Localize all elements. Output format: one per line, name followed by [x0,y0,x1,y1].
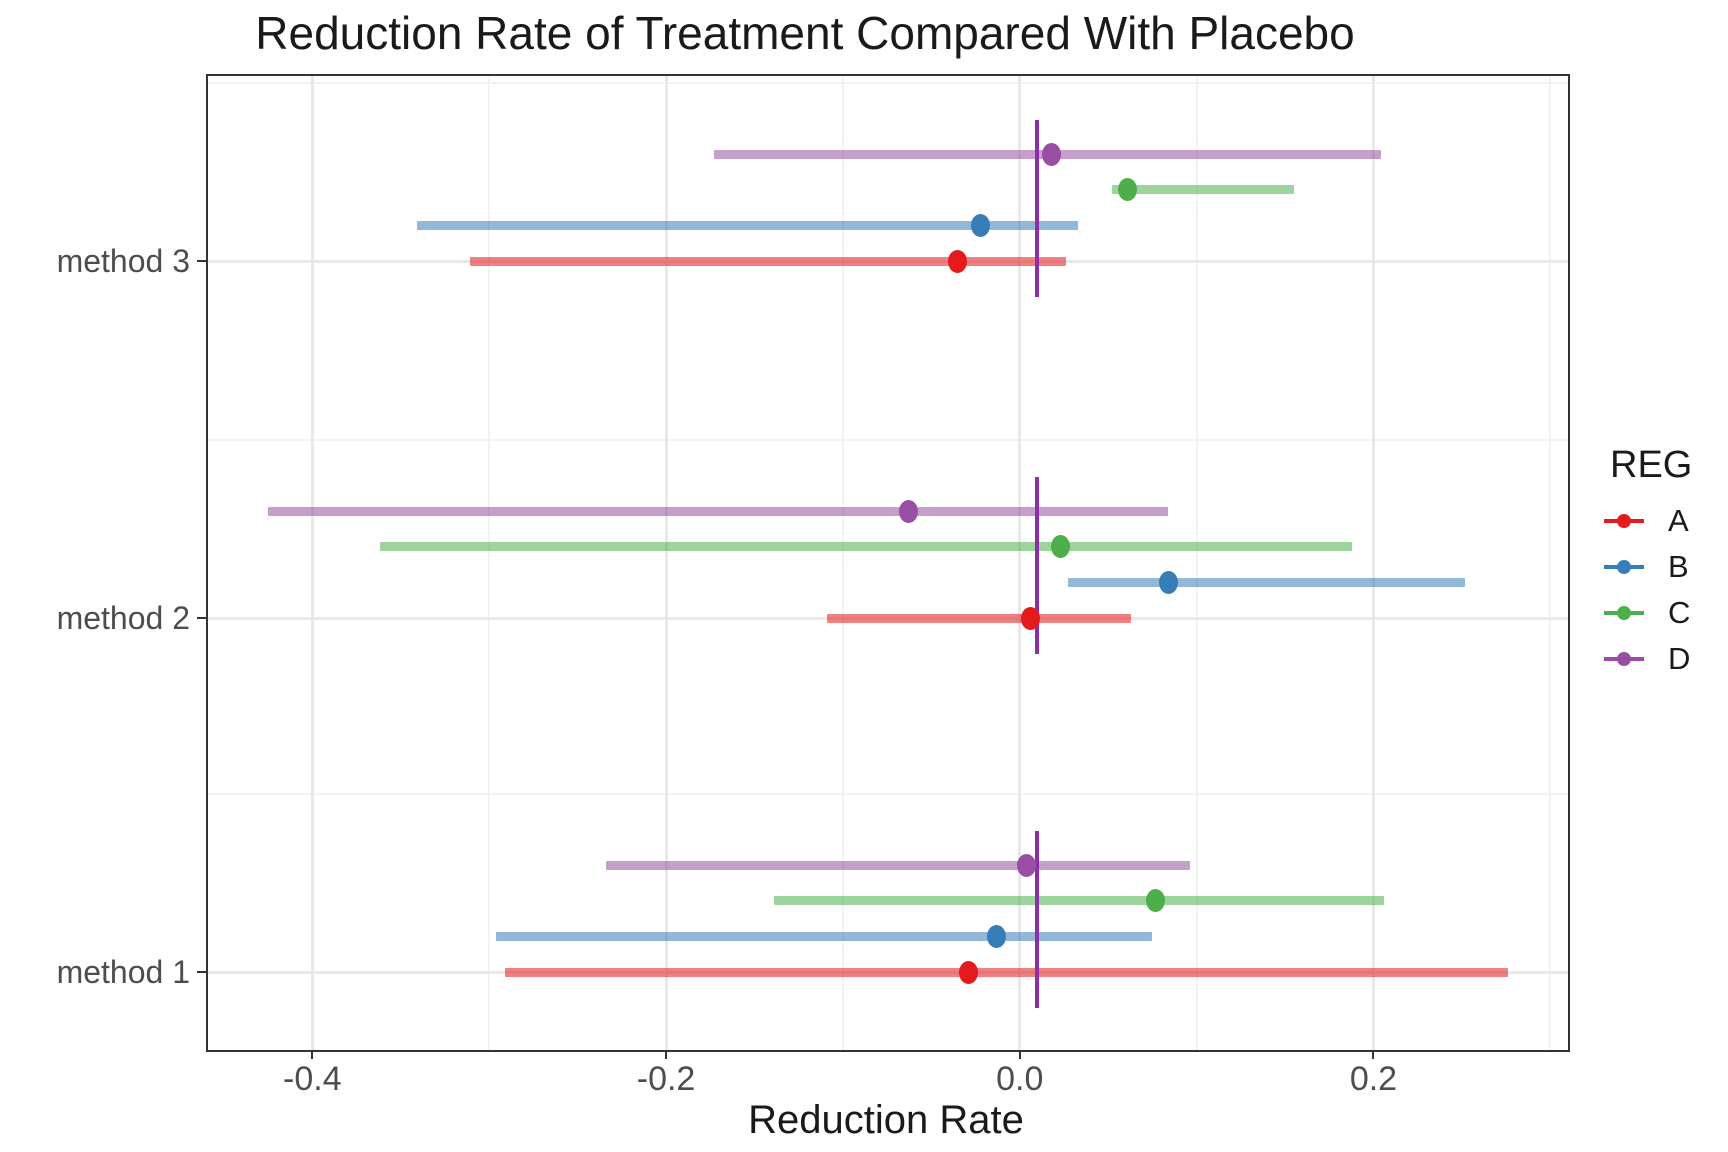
y-tick-label: method 1 [56,954,190,990]
x-tick-mark [311,1050,314,1059]
point-estimate-B-method-1 [987,925,1007,948]
reference-line-method-2 [1035,477,1040,654]
legend-item-label: B [1668,549,1689,584]
x-tick-mark [1018,1050,1021,1059]
legend-item-B: B [1604,547,1689,587]
ci-bar-A-method-3 [469,256,1066,266]
x-tick-label: -0.4 [283,1060,342,1098]
ci-bar-A-method-2 [826,613,1132,623]
x-axis-title: Reduction Rate [748,1098,1024,1142]
point-estimate-D-method-2 [898,499,918,523]
point-estimate-A-method-2 [1020,606,1040,630]
point-estimate-D-method-1 [1017,853,1037,877]
legend-key-dot-icon [1617,514,1631,528]
point-estimate-A-method-1 [958,960,978,984]
ci-bar-D-method-2 [268,506,1169,516]
legend-item-label: C [1668,595,1691,630]
x-tick-label: 0.0 [996,1060,1044,1098]
legend-key [1604,501,1644,541]
x-tick-label: -0.2 [636,1060,696,1098]
y-tick-mark [197,617,206,619]
legend-title: REG [1610,444,1693,486]
gridline-major-vertical [1371,76,1375,1050]
gridline-major-vertical [664,76,668,1050]
x-tick-label: 0.2 [1349,1060,1398,1098]
point-estimate-C-method-1 [1146,889,1166,912]
point-estimate-C-method-2 [1050,535,1070,558]
ci-bar-A-method-1 [505,967,1508,977]
gridline-minor-horizontal [208,81,1568,84]
legend-key-dot-icon [1617,606,1631,620]
y-tick-mark [197,971,206,973]
reference-line-method-3 [1035,120,1040,297]
legend-item-label: A [1668,503,1689,538]
legend-item-A: A [1604,501,1689,541]
point-estimate-C-method-3 [1118,178,1138,201]
ci-bar-C-method-1 [773,896,1385,905]
point-estimate-B-method-2 [1158,571,1178,594]
chart-title: Reduction Rate of Treatment Compared Wit… [255,7,1355,59]
legend-key-dot-icon [1617,560,1631,574]
x-tick-mark [1372,1050,1375,1059]
gridline-major-vertical [310,76,314,1050]
legend-item-C: C [1604,593,1690,633]
point-estimate-A-method-3 [948,249,968,273]
gridline-major-vertical [1018,76,1022,1050]
ci-bar-B-method-1 [496,932,1153,941]
plot-panel [206,74,1570,1052]
gridline-minor-vertical [488,76,491,1050]
gridline-minor-vertical [1549,76,1552,1050]
y-tick-mark [197,260,206,262]
ci-bar-B-method-2 [1067,578,1466,587]
point-estimate-D-method-3 [1042,142,1062,166]
legend-key [1604,593,1644,633]
y-tick-label: method 3 [56,243,190,279]
legend-key-dot-icon [1617,652,1631,666]
gridline-minor-horizontal [208,438,1568,441]
legend-key [1604,547,1644,587]
x-tick-mark [665,1050,668,1059]
ci-bar-C-method-3 [1111,185,1294,194]
y-tick-label: method 2 [56,600,190,636]
ci-bar-D-method-1 [605,860,1190,870]
legend-key [1604,639,1644,679]
gridline-minor-horizontal [208,792,1568,795]
ci-bar-C-method-2 [379,542,1353,551]
legend-item-label: D [1668,641,1691,676]
legend-item-D: D [1604,639,1690,679]
gridline-minor-vertical [841,76,844,1050]
reference-line-method-1 [1035,831,1040,1008]
ci-bar-B-method-3 [416,221,1079,230]
gridline-minor-vertical [1195,76,1198,1050]
point-estimate-B-method-3 [971,214,991,237]
